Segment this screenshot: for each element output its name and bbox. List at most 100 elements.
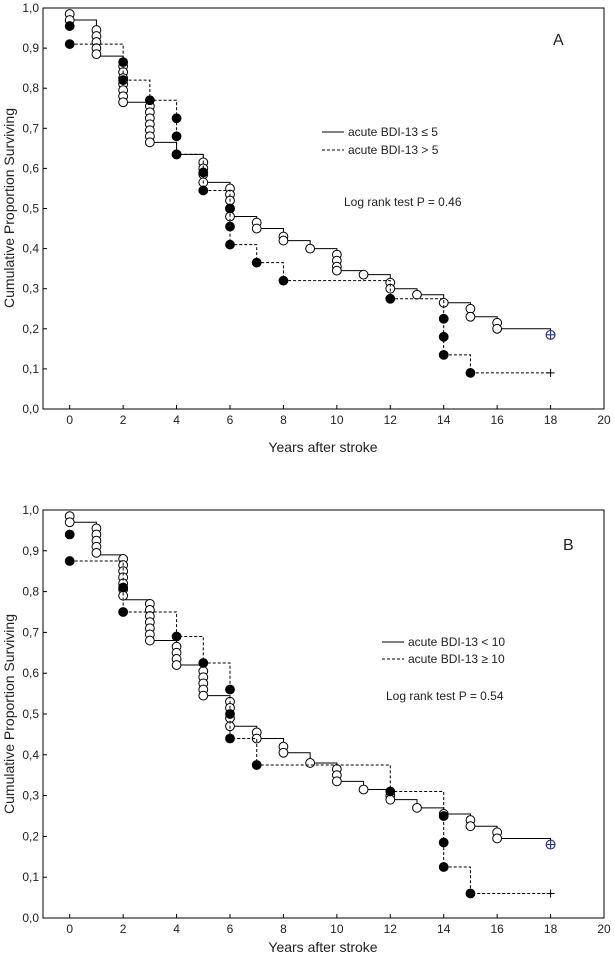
x-tick-label: 2 (120, 413, 127, 427)
event-marker-series-1 (305, 243, 316, 254)
x-tick-label: 10 (330, 922, 344, 936)
y-axis-title: Cumulative Proportion Surviving (1, 108, 17, 308)
event-marker-series-2 (251, 257, 262, 268)
legend: acute BDI-13 < 10 acute BDI-13 ≥ 10 (382, 635, 505, 666)
event-marker-series-1 (278, 747, 289, 758)
event-marker-series-2 (438, 862, 449, 872)
event-marker-series-1 (91, 49, 102, 60)
event-marker-series-2 (64, 21, 75, 31)
series-layer (64, 9, 556, 378)
event-marker-series-1 (144, 137, 155, 148)
x-tick-label: 4 (173, 413, 180, 427)
x-tick-label: 14 (437, 413, 451, 427)
y-tick-label: 0,7 (22, 121, 39, 135)
event-marker-series-2 (438, 837, 449, 848)
event-marker-series-2 (171, 631, 182, 642)
event-marker-series-1 (492, 833, 503, 844)
y-tick-labels: 0,0 0,1 0,2 0,3 0,4 0,5 0,6 0,7 0,8 0,9 1,0 (22, 503, 47, 925)
event-marker-series-2 (385, 786, 396, 797)
event-marker-series-2 (118, 57, 129, 68)
event-marker-series-1 (198, 690, 209, 701)
y-tick-label: 0,5 (22, 202, 39, 216)
y-tick-labels: 0,0 0,1 0,2 0,3 0,4 0,5 0,6 0,7 0,8 0,9 1,0 (22, 1, 47, 416)
event-marker-series-2 (64, 39, 75, 49)
x-tick-labels: 0 2 4 6 8 10 12 14 16 18 20 (66, 405, 611, 427)
x-tick-label: 8 (280, 922, 287, 936)
event-marker-series-2 (438, 349, 449, 360)
event-marker-series-1 (465, 303, 476, 314)
y-tick-label: 0,2 (22, 829, 39, 843)
event-marker-series-2 (171, 113, 182, 124)
legend-label-series-1: acute BDI-13 ≤ 5 (348, 125, 438, 139)
event-marker-series-2 (465, 888, 476, 899)
x-tick-label: 6 (227, 413, 234, 427)
x-tick-label: 2 (120, 922, 127, 936)
panel-a: 0,0 0,1 0,2 0,3 0,4 0,5 0,6 0,7 0,8 0,9 1,0 0 2 4 6 8 1… (1, 1, 611, 455)
y-tick-label: 0,0 (22, 402, 39, 416)
panel-label: A (553, 32, 564, 49)
censored-plus-series-2 (546, 368, 555, 377)
y-tick-label: 0,9 (22, 41, 39, 55)
event-marker-series-2 (198, 185, 209, 196)
legend-label-series-2: acute BDI-13 ≥ 10 (408, 652, 505, 666)
event-marker-series-2 (251, 760, 262, 770)
event-marker-series-1 (118, 97, 129, 108)
legend-label-series-1: acute BDI-13 < 10 (408, 635, 505, 649)
event-marker-series-2 (225, 709, 235, 719)
panel-b: 0,0 0,1 0,2 0,3 0,4 0,5 0,6 0,7 0,8 0,9 1,0 0 2 4 6 8 1… (1, 503, 611, 955)
y-tick-label: 0,8 (22, 585, 39, 599)
event-marker-series-1 (144, 635, 155, 646)
x-tick-label: 16 (490, 922, 504, 936)
survival-curve-series-2 (69, 560, 551, 895)
event-marker-series-1 (492, 323, 503, 334)
y-tick-label: 0,1 (22, 362, 39, 376)
event-marker-series-1 (278, 235, 289, 246)
event-marker-series-2 (171, 149, 182, 160)
x-tick-label: 18 (544, 413, 558, 427)
event-marker-series-2 (118, 582, 129, 593)
event-marker-series-1 (305, 758, 316, 768)
survival-curve-series-2 (69, 43, 551, 374)
y-tick-label: 0,5 (22, 707, 39, 721)
y-tick-label: 0,3 (22, 789, 39, 803)
x-axis-title: Years after stroke (268, 439, 377, 455)
y-tick-label: 1,0 (22, 1, 39, 15)
log-rank-annotation: Log rank test P = 0.54 (386, 689, 504, 703)
event-marker-series-1 (385, 794, 396, 805)
event-marker-series-2 (438, 313, 449, 324)
legend: acute BDI-13 ≤ 5 acute BDI-13 > 5 (322, 125, 439, 157)
x-tick-label: 8 (280, 413, 287, 427)
survival-curve-series-1 (69, 19, 552, 335)
y-tick-label: 0,6 (22, 666, 39, 680)
y-tick-label: 0,3 (22, 282, 39, 296)
x-tick-label: 20 (597, 922, 611, 936)
x-tick-labels: 0 2 4 6 8 10 12 14 16 18 20 (66, 914, 611, 936)
x-tick-label: 20 (597, 413, 611, 427)
event-marker-series-2 (171, 131, 182, 142)
event-marker-series-2 (225, 203, 235, 214)
y-tick-label: 0,4 (22, 748, 39, 762)
event-marker-series-1 (171, 660, 182, 670)
event-marker-series-2 (278, 275, 289, 286)
log-rank-annotation: Log rank test P = 0.46 (344, 195, 462, 209)
event-marker-series-2 (144, 95, 155, 106)
x-axis-title: Years after stroke (268, 939, 377, 955)
event-marker-series-2 (225, 684, 235, 695)
censored-plus-series-1 (546, 330, 555, 339)
legend-label-series-2: acute BDI-13 > 5 (348, 143, 439, 157)
censored-plus-series-1 (546, 840, 555, 849)
event-marker-series-2 (225, 733, 235, 744)
y-axis-title: Cumulative Proportion Surviving (1, 614, 17, 814)
event-marker-series-2 (225, 239, 235, 250)
y-tick-label: 0,6 (22, 161, 39, 175)
y-tick-label: 0,8 (22, 81, 39, 95)
x-tick-label: 0 (66, 413, 73, 427)
x-tick-label: 12 (384, 413, 398, 427)
y-tick-label: 0,7 (22, 625, 39, 639)
y-tick-label: 1,0 (22, 503, 39, 517)
event-marker-series-1 (251, 223, 262, 234)
y-tick-label: 0,1 (22, 870, 39, 884)
event-marker-series-2 (438, 811, 449, 821)
event-marker-series-2 (225, 221, 235, 232)
